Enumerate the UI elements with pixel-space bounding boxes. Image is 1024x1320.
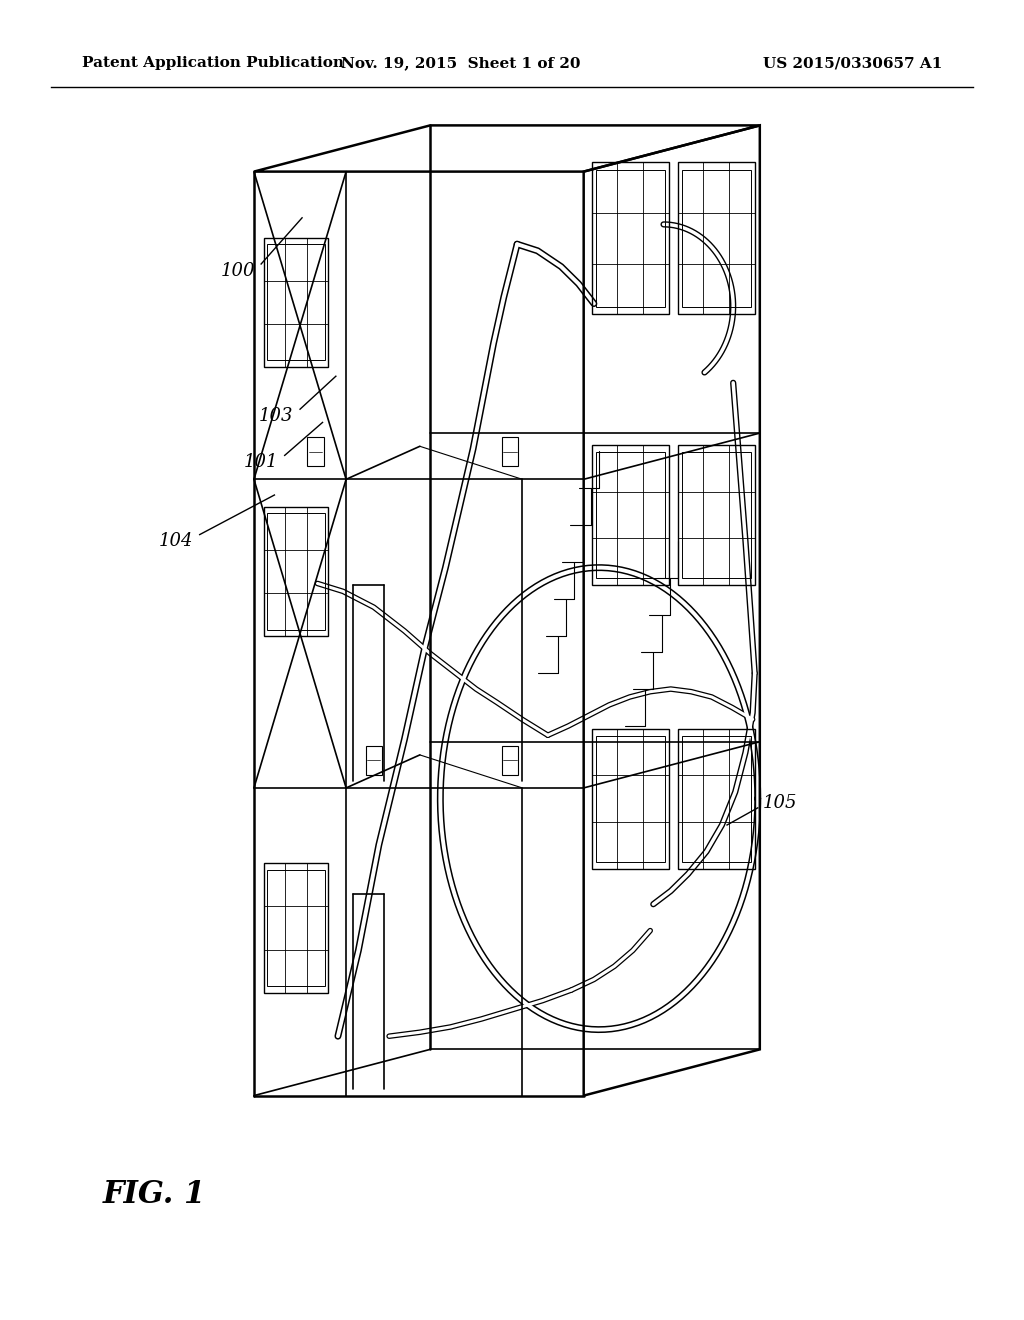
- Bar: [678, 729, 755, 869]
- Bar: [682, 735, 751, 862]
- Text: Nov. 19, 2015  Sheet 1 of 20: Nov. 19, 2015 Sheet 1 of 20: [341, 57, 581, 70]
- Bar: [678, 445, 755, 585]
- Bar: [682, 451, 751, 578]
- Text: 103: 103: [259, 407, 294, 425]
- Bar: [596, 170, 665, 306]
- Text: 100: 100: [220, 261, 255, 280]
- Text: Patent Application Publication: Patent Application Publication: [82, 57, 344, 70]
- Bar: [264, 507, 328, 636]
- Bar: [592, 729, 669, 869]
- Bar: [264, 238, 328, 367]
- Bar: [267, 244, 325, 360]
- Text: 104: 104: [159, 532, 194, 550]
- Bar: [267, 870, 325, 986]
- Bar: [682, 170, 751, 306]
- Bar: [307, 437, 324, 466]
- Text: FIG. 1: FIG. 1: [102, 1179, 206, 1210]
- Bar: [592, 445, 669, 585]
- Bar: [502, 437, 518, 466]
- Bar: [592, 162, 669, 314]
- Bar: [502, 746, 518, 775]
- Bar: [596, 735, 665, 862]
- Text: US 2015/0330657 A1: US 2015/0330657 A1: [763, 57, 942, 70]
- Text: 101: 101: [244, 453, 279, 471]
- Text: 105: 105: [763, 793, 798, 812]
- Bar: [678, 162, 755, 314]
- Bar: [267, 513, 325, 630]
- Bar: [366, 746, 382, 775]
- Bar: [264, 863, 328, 993]
- Bar: [596, 451, 665, 578]
